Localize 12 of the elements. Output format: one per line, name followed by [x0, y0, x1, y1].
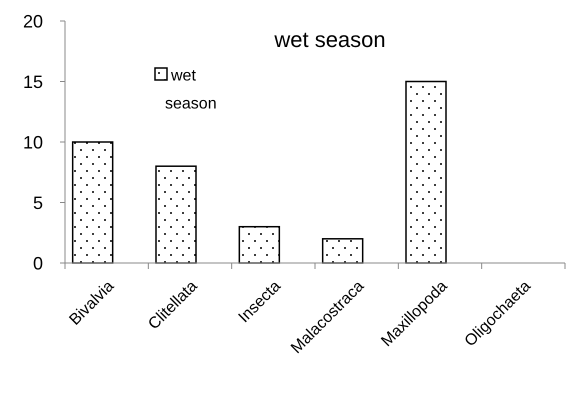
y-tick-label: 20	[22, 11, 43, 32]
y-tick-label: 5	[32, 192, 43, 213]
y-tick-label: 10	[22, 132, 43, 152]
legend-label: wet season	[165, 68, 217, 113]
bar	[238, 226, 280, 264]
bar	[72, 141, 114, 264]
bar	[322, 238, 364, 264]
y-tick-label: 15	[22, 72, 43, 92]
y-tick-label: 0	[32, 253, 43, 274]
chart-title: wet season	[273, 27, 386, 52]
bar	[155, 165, 197, 264]
bar	[405, 80, 447, 264]
